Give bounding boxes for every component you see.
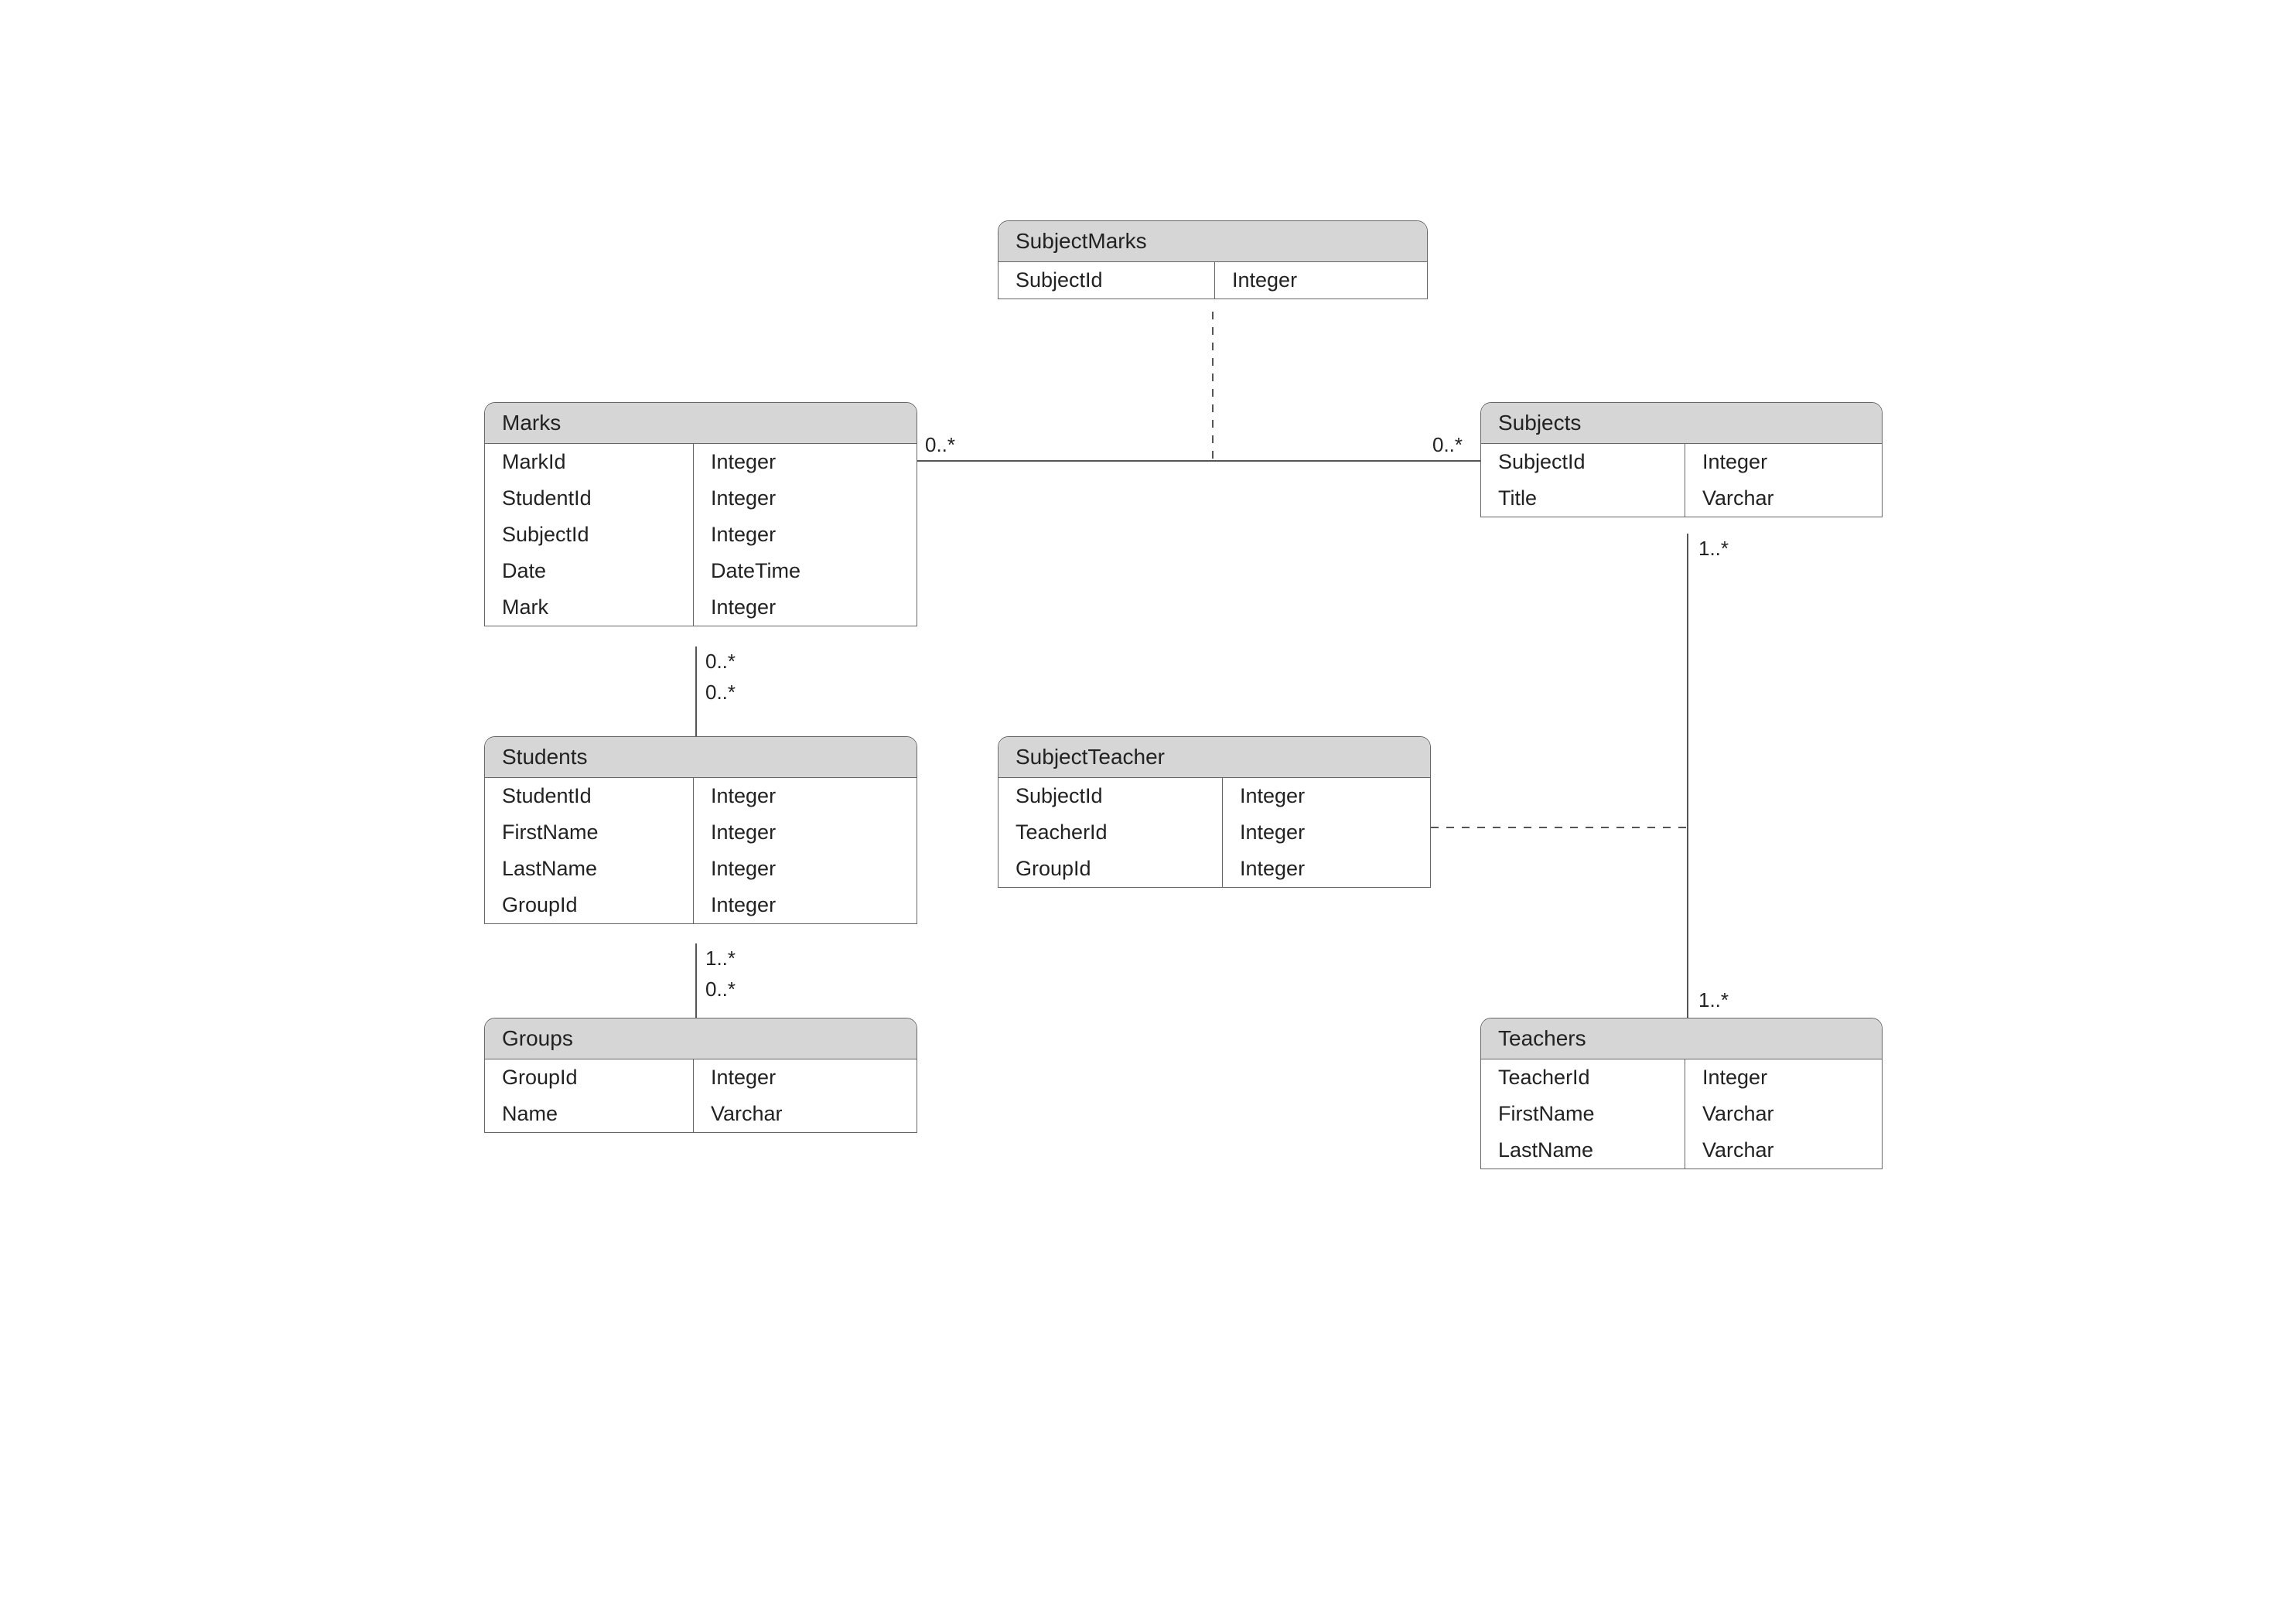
field-row: SubjectIdInteger [485, 517, 917, 553]
field-name: GroupId [485, 1059, 694, 1096]
entity-title: SubjectTeacher [999, 737, 1430, 778]
field-name: LastName [485, 851, 694, 887]
entity-students: StudentsStudentIdIntegerFirstNameInteger… [484, 736, 917, 924]
field-type: Integer [1223, 851, 1430, 887]
entity-marks: MarksMarkIdIntegerStudentIdIntegerSubjec… [484, 402, 917, 626]
field-row: TeacherIdInteger [999, 814, 1430, 851]
field-name: Name [485, 1096, 694, 1132]
field-type: Integer [694, 1059, 917, 1096]
field-name: GroupId [999, 851, 1223, 887]
field-type: Varchar [1685, 480, 1882, 517]
field-name: GroupId [485, 887, 694, 923]
field-name: StudentId [485, 778, 694, 814]
field-type: DateTime [694, 553, 917, 589]
field-name: FirstName [1481, 1096, 1685, 1132]
field-row: SubjectIdInteger [1481, 444, 1882, 480]
field-row: TitleVarchar [1481, 480, 1882, 517]
multiplicity-label: 1..* [705, 947, 736, 971]
field-row: FirstNameVarchar [1481, 1096, 1882, 1132]
field-row: SubjectIdInteger [999, 262, 1427, 299]
field-name: Mark [485, 589, 694, 626]
entity-subjectTeacher: SubjectTeacherSubjectIdIntegerTeacherIdI… [998, 736, 1431, 888]
field-type: Integer [694, 778, 917, 814]
field-type: Integer [1685, 444, 1882, 480]
field-name: SubjectId [999, 262, 1215, 299]
field-type: Integer [1223, 814, 1430, 851]
field-row: MarkInteger [485, 589, 917, 626]
field-name: TeacherId [999, 814, 1223, 851]
multiplicity-label: 0..* [925, 433, 955, 457]
field-row: StudentIdInteger [485, 480, 917, 517]
field-name: SubjectId [1481, 444, 1685, 480]
multiplicity-label: 0..* [705, 650, 736, 674]
multiplicity-label: 1..* [1698, 988, 1729, 1012]
entity-subjects: SubjectsSubjectIdIntegerTitleVarchar [1480, 402, 1883, 517]
field-type: Integer [694, 480, 917, 517]
field-type: Integer [694, 814, 917, 851]
field-name: Title [1481, 480, 1685, 517]
field-type: Integer [694, 517, 917, 553]
entity-teachers: TeachersTeacherIdIntegerFirstNameVarchar… [1480, 1018, 1883, 1169]
field-type: Varchar [1685, 1096, 1882, 1132]
field-name: MarkId [485, 444, 694, 480]
field-name: SubjectId [999, 778, 1223, 814]
field-type: Integer [1223, 778, 1430, 814]
entity-title: Teachers [1481, 1018, 1882, 1059]
field-row: MarkIdInteger [485, 444, 917, 480]
field-name: TeacherId [1481, 1059, 1685, 1096]
field-name: FirstName [485, 814, 694, 851]
field-row: GroupIdInteger [485, 887, 917, 923]
multiplicity-label: 0..* [705, 681, 736, 705]
er-diagram-canvas: SubjectMarksSubjectIdIntegerMarksMarkIdI… [0, 0, 2294, 1624]
field-row: LastNameVarchar [1481, 1132, 1882, 1169]
field-row: NameVarchar [485, 1096, 917, 1132]
entity-title: SubjectMarks [999, 221, 1427, 262]
entity-subjectMarks: SubjectMarksSubjectIdInteger [998, 220, 1428, 299]
entity-title: Groups [485, 1018, 917, 1059]
field-type: Integer [1215, 262, 1427, 299]
entity-title: Students [485, 737, 917, 778]
field-type: Integer [694, 887, 917, 923]
field-type: Integer [694, 444, 917, 480]
field-name: LastName [1481, 1132, 1685, 1169]
field-row: LastNameInteger [485, 851, 917, 887]
field-name: SubjectId [485, 517, 694, 553]
entity-groups: GroupsGroupIdIntegerNameVarchar [484, 1018, 917, 1133]
multiplicity-label: 1..* [1698, 537, 1729, 561]
field-row: GroupIdInteger [485, 1059, 917, 1096]
multiplicity-label: 0..* [1432, 433, 1463, 457]
entity-title: Marks [485, 403, 917, 444]
field-row: TeacherIdInteger [1481, 1059, 1882, 1096]
field-row: GroupIdInteger [999, 851, 1430, 887]
field-row: StudentIdInteger [485, 778, 917, 814]
field-type: Varchar [694, 1096, 917, 1132]
field-row: SubjectIdInteger [999, 778, 1430, 814]
field-type: Integer [694, 589, 917, 626]
field-name: StudentId [485, 480, 694, 517]
field-type: Integer [694, 851, 917, 887]
field-row: DateDateTime [485, 553, 917, 589]
entity-title: Subjects [1481, 403, 1882, 444]
field-row: FirstNameInteger [485, 814, 917, 851]
field-name: Date [485, 553, 694, 589]
multiplicity-label: 0..* [705, 977, 736, 1001]
field-type: Integer [1685, 1059, 1882, 1096]
field-type: Varchar [1685, 1132, 1882, 1169]
